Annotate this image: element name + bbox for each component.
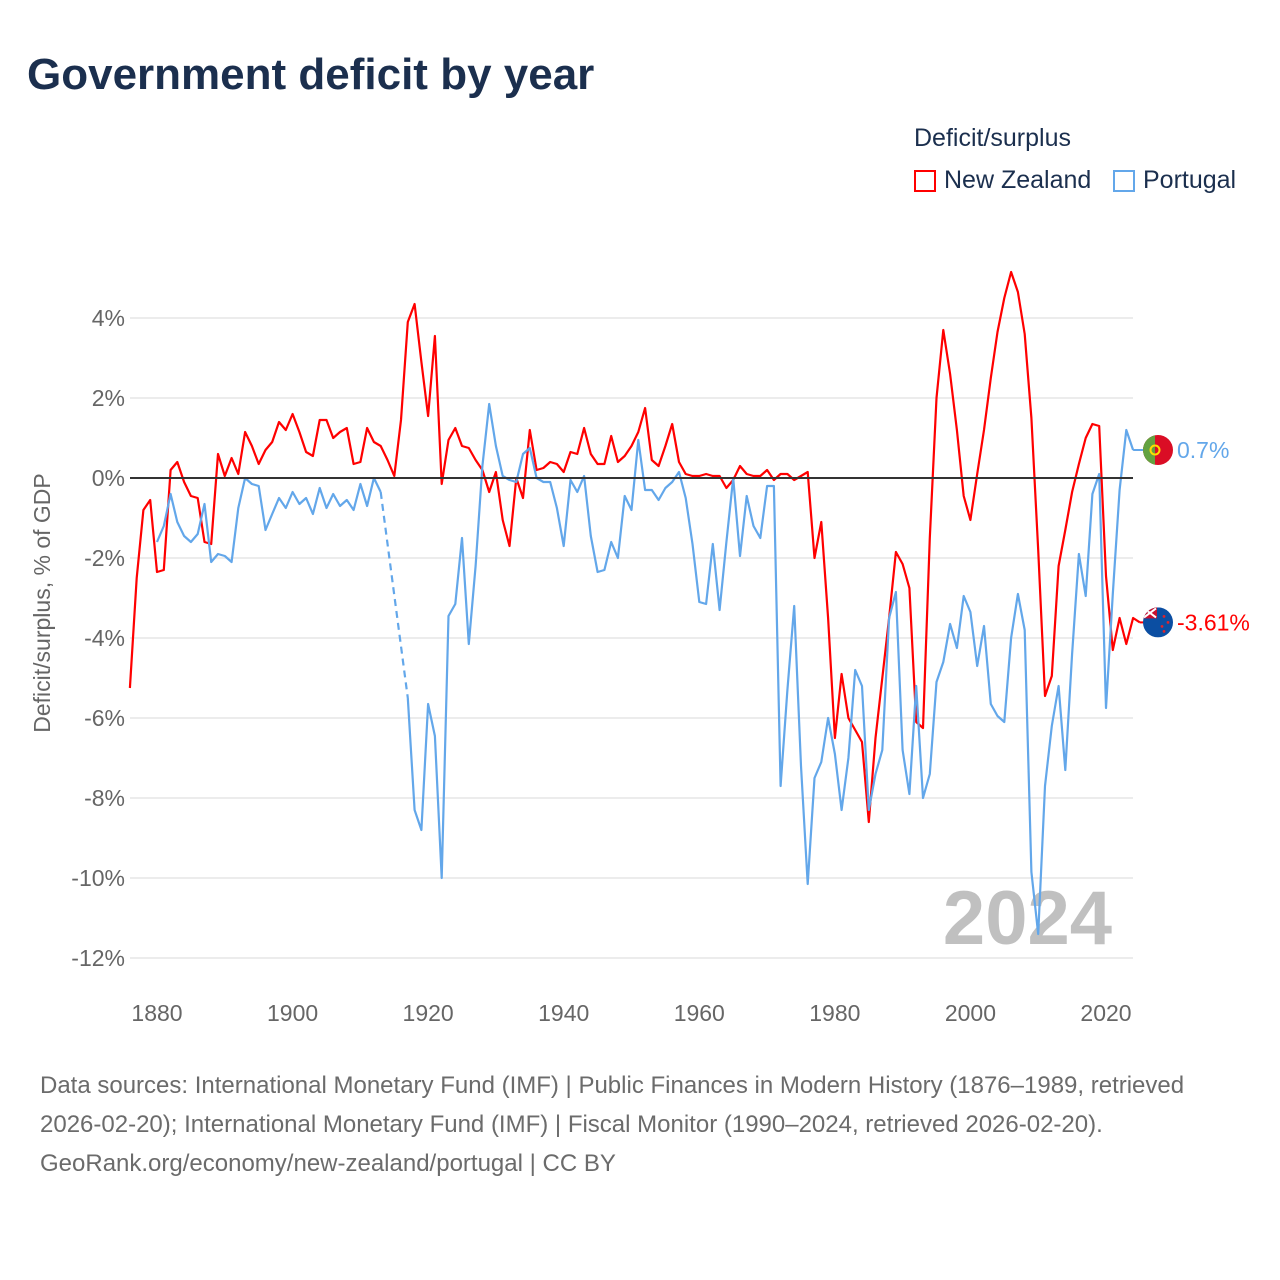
legend-title: Deficit/surplus bbox=[914, 124, 1071, 152]
flag-star bbox=[1162, 615, 1166, 618]
x-tick-label: 1940 bbox=[538, 1000, 589, 1026]
x-tick-label: 1880 bbox=[131, 1000, 182, 1026]
y-tick-label: 0% bbox=[92, 465, 125, 491]
x-tick-label: 1980 bbox=[809, 1000, 860, 1026]
x-tick-labels: 1880 1900 1920 1940 1960 1980 2000 2020 bbox=[131, 1000, 1131, 1026]
footer: Data sources: International Monetary Fun… bbox=[40, 1066, 1240, 1183]
x-tick-label: 1960 bbox=[674, 1000, 725, 1026]
new-zealand-flag-icon bbox=[1143, 607, 1173, 638]
legend-swatch-portugal bbox=[1113, 169, 1135, 192]
flag-star bbox=[1166, 621, 1170, 624]
y-tick-label: 4% bbox=[92, 305, 125, 331]
x-tick-label: 2020 bbox=[1080, 1000, 1131, 1026]
gridlines bbox=[130, 317, 1133, 959]
y-tick-labels: 4% 2% 0% -2% -4% -6% -8% -10% -12% bbox=[71, 305, 125, 971]
flag-body bbox=[1143, 607, 1173, 638]
series-line-portugal bbox=[406, 402, 1135, 936]
x-tick-label: 1920 bbox=[403, 1000, 454, 1026]
y-tick-label: -8% bbox=[84, 785, 125, 811]
data-sources: Data sources: International Monetary Fun… bbox=[40, 1072, 1185, 1138]
series-line-new-zealand bbox=[128, 270, 1141, 824]
series-lines bbox=[128, 270, 1141, 936]
y-tick-label: -12% bbox=[71, 945, 125, 971]
legend-swatch-new-zealand bbox=[914, 169, 936, 192]
flag-star bbox=[1162, 630, 1166, 633]
flag-star bbox=[1160, 625, 1164, 628]
flag-body bbox=[1143, 435, 1173, 465]
legend-item-portugal[interactable]: Portugal bbox=[1113, 166, 1236, 195]
y-axis-label: Deficit/surplus, % of GDP bbox=[29, 473, 55, 732]
legend-label: New Zealand bbox=[944, 166, 1092, 194]
flag-emblem bbox=[1149, 444, 1161, 456]
y-tick-label: -10% bbox=[71, 865, 125, 891]
series-gap-portugal bbox=[379, 491, 409, 699]
y-tick-label: -6% bbox=[84, 705, 125, 731]
y-tick-label: -2% bbox=[84, 545, 125, 571]
x-tick-label: 1900 bbox=[267, 1000, 318, 1026]
series-line-portugal bbox=[155, 476, 382, 564]
page-title: Government deficit by year bbox=[27, 50, 595, 99]
year-watermark: 2024 bbox=[943, 876, 1112, 961]
legend-label: Portugal bbox=[1143, 166, 1237, 194]
end-labels: -3.61% 0.7% bbox=[1133, 435, 1250, 638]
y-tick-label: 2% bbox=[92, 385, 125, 411]
x-tick-label: 2000 bbox=[945, 1000, 996, 1026]
legend-item-new-zealand[interactable]: New Zealand bbox=[914, 166, 1091, 195]
end-value-label-new-zealand: -3.61% bbox=[1177, 609, 1250, 635]
portugal-flag-icon bbox=[1143, 435, 1173, 465]
flag-green bbox=[1143, 435, 1155, 465]
source-link[interactable]: GeoRank.org/economy/new-zealand/portugal… bbox=[40, 1150, 616, 1177]
y-tick-label: -4% bbox=[84, 625, 125, 651]
end-value-label-portugal: 0.7% bbox=[1177, 437, 1229, 463]
